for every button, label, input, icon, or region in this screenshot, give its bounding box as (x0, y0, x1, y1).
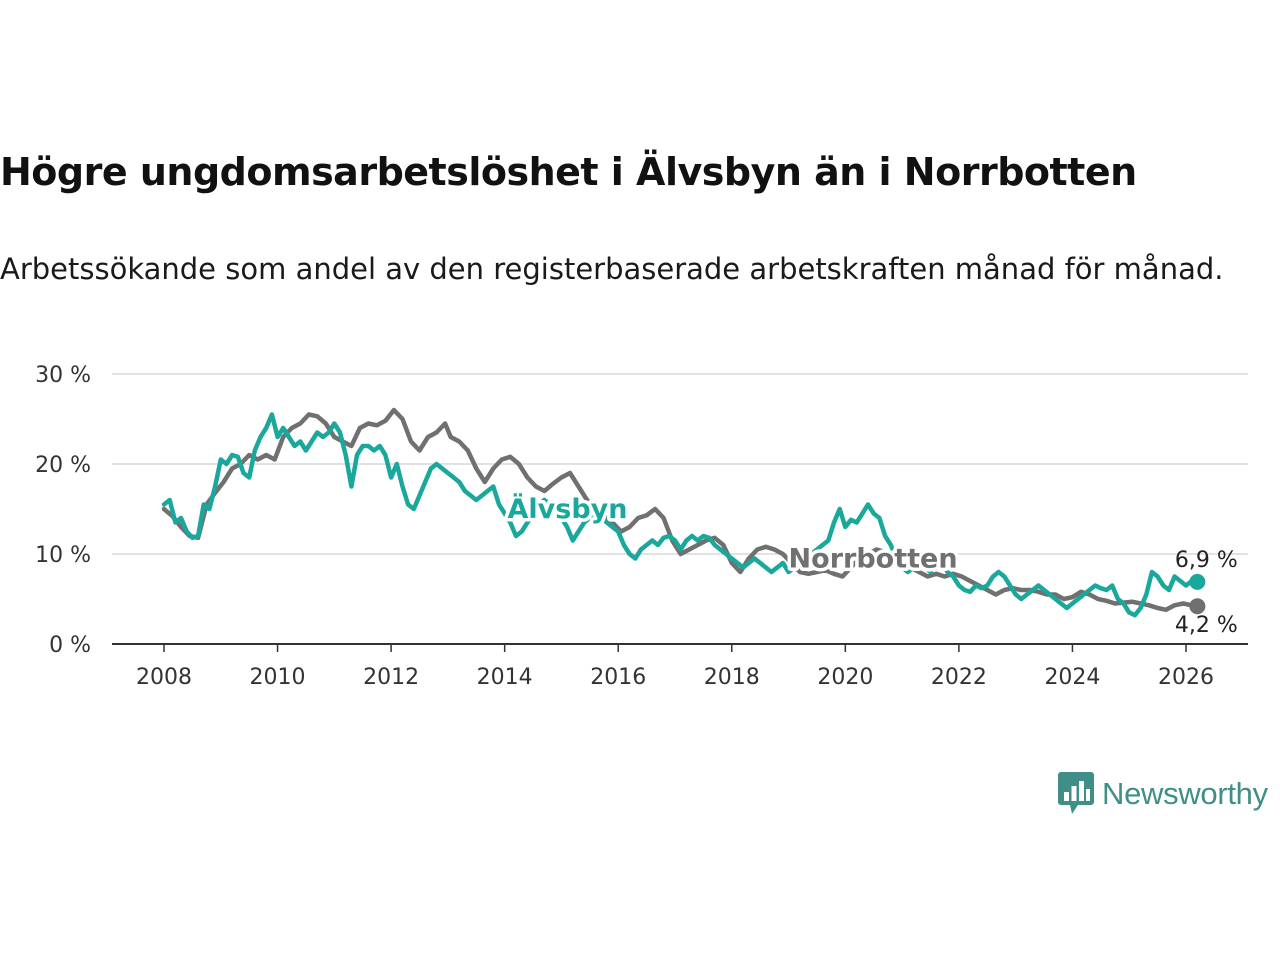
newsworthy-logo: Newsworthy (1058, 772, 1268, 816)
end-value-label: 4,2 % (1175, 613, 1238, 638)
series-line-norrbotten (161, 407, 1200, 613)
x-tick-label: 2010 (250, 665, 306, 690)
y-tick-label: 20 % (35, 453, 91, 478)
end-value-label: 6,9 % (1175, 548, 1238, 573)
line-chart: 0 % 10 % 20 % 30 % 2008 2010 2012 2014 2016 2018… (35, 363, 1248, 690)
series-line--lvsbyn (161, 412, 1200, 618)
x-tick-label: 2020 (817, 665, 873, 690)
x-tick-label: 2024 (1044, 665, 1100, 690)
series-lines (161, 407, 1200, 618)
x-axis: 2008 2010 2012 2014 2016 2018 2020 2022 2024 2026 (112, 643, 1248, 690)
grid-lines (112, 373, 1248, 555)
series-label-halo: Älvsbyn (508, 493, 628, 525)
x-tick-label: 2014 (477, 665, 533, 690)
y-tick-label: 10 % (35, 543, 91, 568)
series-label: Norrbotten (789, 544, 958, 575)
x-tick-label: 2012 (363, 665, 419, 690)
x-tick-label: 2016 (590, 665, 646, 690)
brand-name: Newsworthy (1102, 776, 1268, 811)
newsworthy-logo-icon (1058, 772, 1094, 814)
x-tick-label: 2026 (1158, 665, 1214, 690)
end-marker (1189, 598, 1206, 615)
x-tick-label: 2022 (931, 665, 987, 690)
series-label: Älvsbyn (508, 493, 628, 525)
end-marker (1189, 573, 1206, 590)
x-tick-label: 2008 (136, 665, 192, 690)
series-label-halo: Norrbotten (789, 544, 958, 575)
x-tick-label: 2018 (704, 665, 760, 690)
chart-subtitle: Arbetssökande som andel av den registerb… (0, 252, 1224, 286)
y-tick-label: 30 % (35, 363, 91, 388)
y-axis: 0 % 10 % 20 % 30 % (35, 363, 91, 658)
y-tick-label: 0 % (49, 633, 91, 658)
chart-title: Högre ungdomsarbetslöshet i Älvsbyn än i… (0, 150, 1137, 194)
end-markers: 4,2 % 6,9 % (1175, 548, 1238, 638)
